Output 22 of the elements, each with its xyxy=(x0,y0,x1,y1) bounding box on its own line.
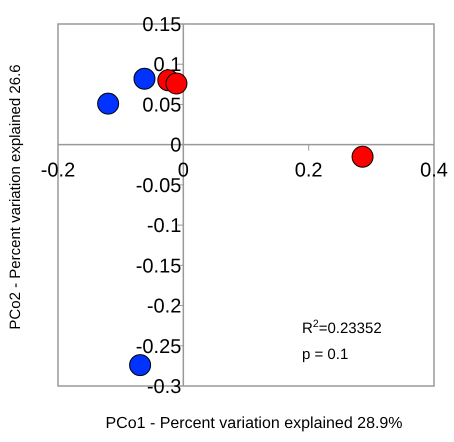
x-tick-label: -0.2 xyxy=(40,160,76,182)
point xyxy=(129,354,152,376)
y-tick-label: -0.3 xyxy=(146,376,182,398)
y-tick-label: 0.05 xyxy=(142,94,182,116)
y-tick-label: -0.25 xyxy=(136,336,182,358)
point xyxy=(352,146,374,168)
y-tick-label: -0.2 xyxy=(146,296,182,318)
y-tick-label: 0 xyxy=(170,134,182,157)
point xyxy=(133,68,156,90)
annotation: p = 0.1 xyxy=(302,346,348,363)
y-tick-label: 0.15 xyxy=(142,14,182,36)
point xyxy=(165,72,188,95)
y-tick-label: -0.05 xyxy=(136,174,182,197)
point xyxy=(97,92,120,115)
y-tick-label: -0.1 xyxy=(146,215,182,238)
x-tick-label: 0.2 xyxy=(294,160,323,182)
annotation: R$^{2}$=0.23352 xyxy=(302,318,382,337)
y-tick-label: -0.15 xyxy=(136,255,182,278)
y-tick-label: 0.1 xyxy=(154,54,182,76)
x-tick-label: 0.4 xyxy=(420,160,448,182)
y-axis-title: PCo2 - Percent variation explained 26.6 xyxy=(7,64,24,330)
x-axis-title: PCo1 - Percent variation explained 28.9% xyxy=(105,415,403,432)
